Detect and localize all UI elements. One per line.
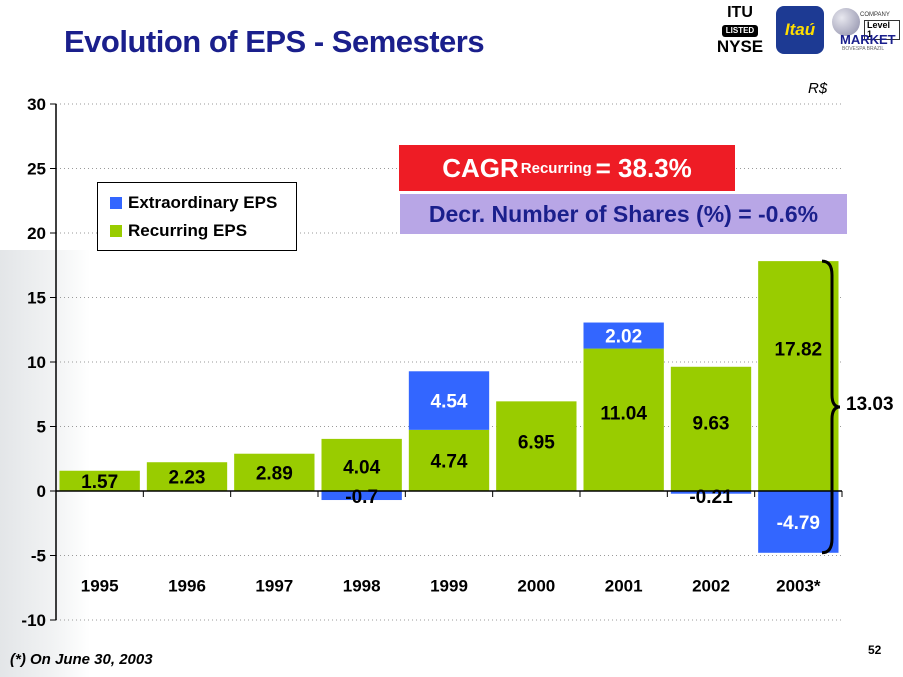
level-text: Level 1 — [864, 20, 900, 40]
data-label-recurring-2001: 11.04 — [600, 404, 647, 425]
bar-recurring-1995 — [59, 470, 140, 491]
data-labels: 1.57 2.23 2.89 4.04 -0.7 4.74 4.54 6.95 11.04 2.0… — [81, 327, 822, 534]
background-decoration — [0, 250, 90, 677]
bar-recurring-1999 — [408, 429, 490, 491]
nyse-text: NYSE — [716, 37, 764, 56]
market-text: MARKET — [840, 32, 896, 47]
level1-market-logo: COMPANY Level 1 MARKET BOVESPA BRAZIL — [830, 8, 900, 54]
data-label-extraordinary-2003*: -4.79 — [777, 513, 820, 534]
bar-extraordinary-1999 — [408, 371, 490, 430]
x-tick-label: 1997 — [255, 577, 293, 596]
y-tick-label: 0 — [37, 482, 46, 501]
page-number: 52 — [868, 643, 882, 657]
bar-recurring-2003* — [758, 261, 839, 491]
data-label-recurring-1997: 2.89 — [256, 463, 293, 484]
y-tick-label: 20 — [27, 224, 46, 243]
bar-extraordinary-2002 — [670, 491, 752, 494]
itu-nyse-logo: ITU LISTED NYSE — [708, 4, 772, 56]
bovespa-text: BOVESPA BRAZIL — [842, 46, 885, 52]
x-tick-label: 1996 — [168, 577, 206, 596]
globe-icon — [832, 8, 860, 36]
y-tick-label: 15 — [27, 289, 46, 308]
y-tick-label: -5 — [31, 547, 46, 566]
y-tick-label: 5 — [37, 418, 46, 437]
data-label-recurring-1998: 4.04 — [343, 457, 380, 478]
legend-item-extraordinary: Extraordinary EPS — [110, 193, 277, 213]
cagr-subscript: Recurring — [520, 159, 592, 177]
cagr-callout: CAGR Recurring = 38.3% — [399, 145, 735, 191]
bar-extraordinary-2001 — [583, 322, 664, 349]
legend-swatch-extraordinary — [110, 197, 122, 209]
page-title: Evolution of EPS - Semesters — [64, 24, 485, 59]
data-label-recurring-2000: 6.95 — [518, 433, 555, 454]
x-tick-label: 1999 — [430, 577, 468, 596]
legend-swatch-recurring — [110, 225, 122, 237]
x-tick-label: 1995 — [81, 577, 119, 596]
data-label-recurring-2003*: 17.82 — [775, 339, 823, 360]
x-axis: 1995 1996 1997 1998 1999 2000 2001 2002 2003* — [55, 490, 843, 596]
legend-item-recurring: Recurring EPS — [110, 221, 247, 241]
shares-callout: Decr. Number of Shares (%) = -0.6% — [400, 194, 847, 234]
y-tick-label: -10 — [21, 611, 46, 630]
cagr-prefix: CAGR — [442, 152, 519, 183]
itu-text: ITU — [727, 4, 753, 21]
bar-recurring-1997 — [234, 453, 315, 491]
data-label-extraordinary-2002: -0.21 — [689, 487, 733, 508]
bar-extraordinary-2003* — [758, 491, 839, 553]
legend: Extraordinary EPS Recurring EPS — [97, 182, 297, 251]
x-tick-label: 1998 — [343, 577, 381, 596]
y-tick-label: 25 — [27, 160, 46, 179]
bar-recurring-2002 — [670, 366, 752, 491]
y-axis: 30 25 20 15 10 5 0 -5 -10 — [21, 95, 57, 630]
bar-recurring-1998 — [321, 438, 402, 491]
x-tick-label: 2002 — [692, 577, 730, 596]
data-label-recurring-1996: 2.23 — [169, 468, 206, 489]
y-tick-label: 10 — [27, 353, 46, 372]
data-label-recurring-2002: 9.63 — [693, 414, 730, 435]
legend-label-recurring: Recurring EPS — [128, 221, 248, 240]
data-label-extraordinary-2001: 2.02 — [605, 327, 642, 348]
bar-recurring-1996 — [146, 462, 228, 491]
bars — [59, 261, 839, 553]
bar-recurring-2000 — [496, 401, 577, 491]
bar-recurring-2001 — [583, 348, 664, 491]
x-tick-label: 2000 — [517, 577, 555, 596]
legend-label-extraordinary: Extraordinary EPS — [128, 193, 278, 212]
data-label-recurring-1999: 4.74 — [431, 451, 468, 472]
itau-logo: Itaú — [776, 6, 824, 54]
brace — [821, 259, 841, 555]
curly-brace — [821, 259, 841, 555]
unit-label: R$ — [808, 80, 828, 97]
company-text: COMPANY — [860, 12, 890, 18]
footnote: (*) On June 30, 2003 — [10, 651, 153, 668]
brace-value: 13.03 — [846, 394, 894, 415]
bar-extraordinary-1998 — [321, 491, 402, 501]
y-tick-label: 30 — [27, 95, 46, 114]
data-label-extraordinary-1998: -0.7 — [345, 487, 378, 508]
x-tick-label: 2003* — [776, 577, 821, 596]
data-label-extraordinary-1999: 4.54 — [431, 392, 468, 413]
cagr-value: = 38.3% — [595, 152, 692, 183]
data-label-recurring-1995: 1.57 — [81, 472, 118, 493]
listed-text: LISTED — [721, 25, 759, 37]
x-tick-label: 2001 — [605, 577, 643, 596]
